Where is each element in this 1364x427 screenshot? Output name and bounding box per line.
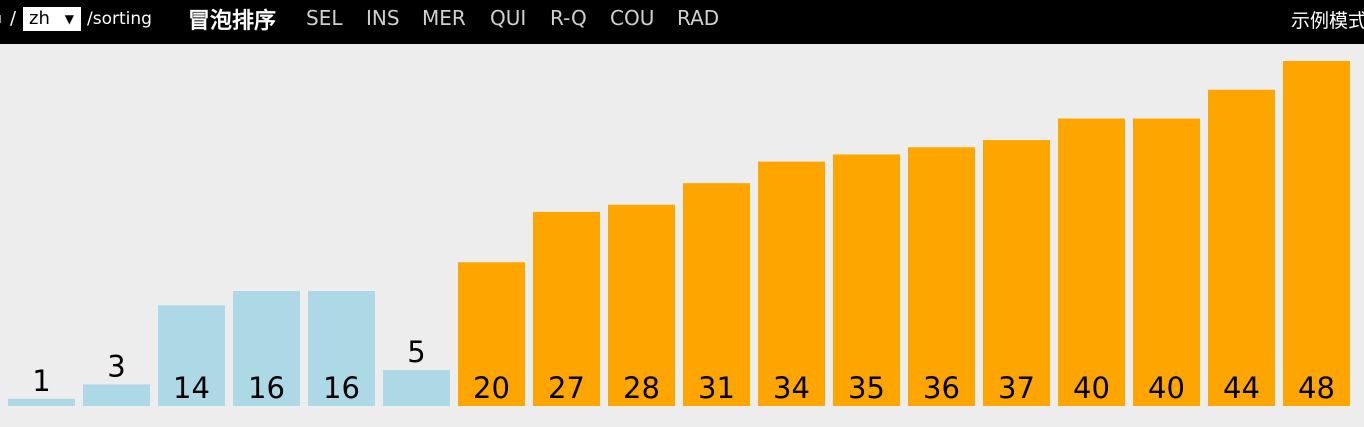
bar-value-label: 44 bbox=[1223, 371, 1260, 405]
bar bbox=[608, 204, 675, 406]
bar-value-label: 35 bbox=[848, 371, 885, 405]
bar bbox=[758, 161, 825, 406]
breadcrumb-root[interactable]: ı bbox=[0, 11, 2, 27]
tab-insertion-sort[interactable]: INS bbox=[366, 6, 400, 30]
algorithm-title: 冒泡排序 bbox=[188, 9, 277, 34]
bar-value-label: 40 bbox=[1073, 371, 1110, 405]
bar bbox=[1208, 89, 1275, 406]
bar bbox=[1283, 61, 1350, 406]
bar-value-label: 36 bbox=[923, 371, 960, 405]
bar bbox=[1058, 118, 1125, 406]
tab-counting-sort[interactable]: COU bbox=[610, 6, 655, 30]
bar bbox=[833, 154, 900, 406]
bar-chart: 1 3 14 16 16 5 20 27 28 31 34 35 36 37 40 40 44 48 bbox=[8, 61, 1350, 406]
breadcrumb-separator: / bbox=[10, 8, 17, 29]
bar bbox=[458, 262, 525, 406]
bar bbox=[533, 211, 600, 406]
bar bbox=[383, 370, 450, 406]
bar bbox=[8, 398, 75, 406]
bar-value-label: 28 bbox=[623, 371, 660, 405]
bar bbox=[83, 384, 150, 406]
bar bbox=[233, 291, 300, 406]
top-nav-bar: ı / zh ▼ /sorting 冒泡排序 SEL INS MER QUI R… bbox=[0, 0, 1364, 44]
bar-value-label: 1 bbox=[32, 364, 50, 398]
exploration-mode-toggle[interactable]: 示例模式 bbox=[1291, 10, 1364, 32]
tab-radix-sort[interactable]: RAD bbox=[677, 6, 720, 30]
dropdown-arrow-icon: ▼ bbox=[64, 12, 74, 26]
bar bbox=[683, 183, 750, 406]
tab-merge-sort[interactable]: MER bbox=[422, 6, 466, 30]
bar-value-label: 3 bbox=[107, 349, 125, 383]
bar-value-label: 16 bbox=[323, 371, 360, 405]
tab-selection-sort[interactable]: SEL bbox=[306, 6, 343, 30]
bar-value-label: 34 bbox=[773, 371, 810, 405]
language-select[interactable]: zh ▼ bbox=[23, 7, 81, 31]
bar-value-label: 20 bbox=[473, 371, 510, 405]
bar-value-label: 31 bbox=[698, 371, 735, 405]
bar-value-label: 40 bbox=[1148, 371, 1185, 405]
language-value: zh bbox=[29, 8, 50, 29]
bar bbox=[983, 140, 1050, 406]
bar-value-label: 14 bbox=[173, 371, 210, 405]
bar-value-label: 37 bbox=[998, 371, 1035, 405]
bar bbox=[308, 291, 375, 406]
bar bbox=[158, 305, 225, 406]
tab-random-quick-sort[interactable]: R-Q bbox=[550, 6, 587, 30]
bar bbox=[1133, 118, 1200, 406]
breadcrumb-path: /sorting bbox=[87, 9, 152, 29]
bar-value-label: 5 bbox=[407, 335, 425, 369]
bar-value-label: 16 bbox=[248, 371, 285, 405]
bar-value-label: 27 bbox=[548, 371, 585, 405]
tab-quick-sort[interactable]: QUI bbox=[490, 6, 527, 30]
bar bbox=[908, 147, 975, 406]
bar-value-label: 48 bbox=[1298, 371, 1335, 405]
